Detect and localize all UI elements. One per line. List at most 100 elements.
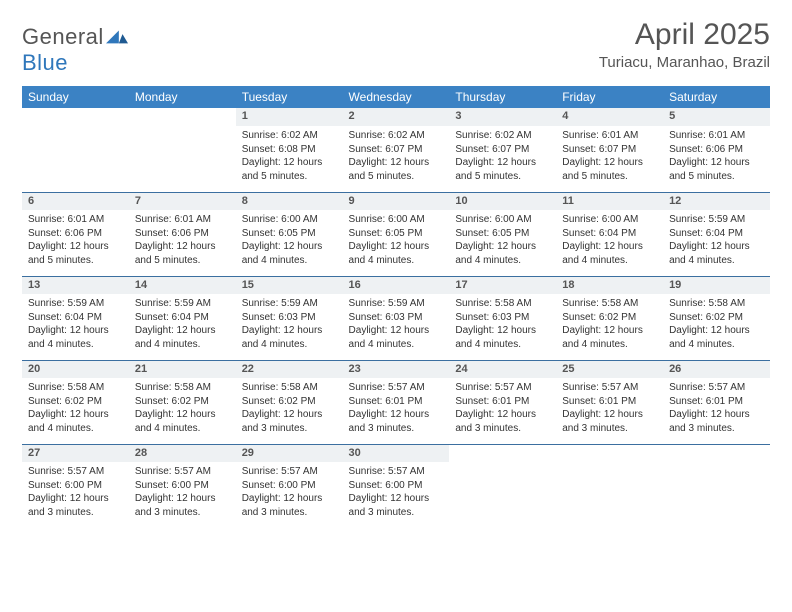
daylight-line: Daylight: 12 hours and 3 minutes. bbox=[562, 408, 657, 435]
daylight-line: Daylight: 12 hours and 3 minutes. bbox=[349, 492, 444, 519]
sunset-label: Sunset: bbox=[242, 312, 276, 323]
sunset-value: 6:06 PM bbox=[706, 144, 743, 155]
day-number: 29 bbox=[236, 444, 343, 462]
daylight-line: Daylight: 12 hours and 4 minutes. bbox=[242, 324, 337, 351]
daylight-line: Daylight: 12 hours and 4 minutes. bbox=[562, 324, 657, 351]
sunrise-label: Sunrise: bbox=[349, 466, 386, 477]
day-number: 12 bbox=[663, 192, 770, 210]
sunrise-value: 5:59 AM bbox=[281, 298, 318, 309]
sunrise-label: Sunrise: bbox=[349, 130, 386, 141]
sunset-label: Sunset: bbox=[349, 396, 383, 407]
day-cell: Sunrise: 5:58 AMSunset: 6:02 PMDaylight:… bbox=[236, 378, 343, 444]
day-cell: Sunrise: 5:57 AMSunset: 6:01 PMDaylight:… bbox=[343, 378, 450, 444]
title-block: April 2025 Turiacu, Maranhao, Brazil bbox=[599, 18, 770, 71]
day-cell: Sunrise: 5:58 AMSunset: 6:02 PMDaylight:… bbox=[663, 294, 770, 360]
daylight-line: Daylight: 12 hours and 4 minutes. bbox=[669, 240, 764, 267]
weekday-header-row: SundayMondayTuesdayWednesdayThursdayFrid… bbox=[22, 86, 770, 108]
daylight-line: Daylight: 12 hours and 3 minutes. bbox=[242, 408, 337, 435]
day-number: 11 bbox=[556, 192, 663, 210]
daylight-label: Daylight: bbox=[562, 241, 601, 252]
daylight-line: Daylight: 12 hours and 4 minutes. bbox=[562, 240, 657, 267]
sunset-label: Sunset: bbox=[455, 312, 489, 323]
day-cell: Sunrise: 5:59 AMSunset: 6:04 PMDaylight:… bbox=[663, 210, 770, 276]
daylight-line: Daylight: 12 hours and 4 minutes. bbox=[135, 324, 230, 351]
day-cell: Sunrise: 6:01 AMSunset: 6:06 PMDaylight:… bbox=[22, 210, 129, 276]
weekday-header: Thursday bbox=[449, 86, 556, 108]
sunset-line: Sunset: 6:05 PM bbox=[349, 227, 444, 241]
daylight-label: Daylight: bbox=[242, 493, 281, 504]
sunrise-label: Sunrise: bbox=[455, 382, 492, 393]
sunrise-line: Sunrise: 6:02 AM bbox=[455, 129, 550, 143]
sunrise-line: Sunrise: 5:58 AM bbox=[28, 381, 123, 395]
sunset-value: 6:06 PM bbox=[172, 228, 209, 239]
daylight-line: Daylight: 12 hours and 4 minutes. bbox=[669, 324, 764, 351]
sunset-value: 6:04 PM bbox=[172, 312, 209, 323]
sunset-line: Sunset: 6:07 PM bbox=[349, 143, 444, 157]
day-number: 10 bbox=[449, 192, 556, 210]
sunrise-line: Sunrise: 5:58 AM bbox=[455, 297, 550, 311]
sunset-line: Sunset: 6:04 PM bbox=[669, 227, 764, 241]
sunset-value: 6:04 PM bbox=[599, 228, 636, 239]
sunset-label: Sunset: bbox=[28, 396, 62, 407]
sunrise-line: Sunrise: 5:58 AM bbox=[669, 297, 764, 311]
sunrise-value: 5:58 AM bbox=[67, 382, 104, 393]
sunrise-line: Sunrise: 6:01 AM bbox=[669, 129, 764, 143]
sunrise-value: 6:02 AM bbox=[388, 130, 425, 141]
sunrise-line: Sunrise: 6:01 AM bbox=[28, 213, 123, 227]
sunset-label: Sunset: bbox=[455, 396, 489, 407]
day-number: 5 bbox=[663, 108, 770, 126]
sunrise-value: 6:02 AM bbox=[495, 130, 532, 141]
day-cell: Sunrise: 5:57 AMSunset: 6:00 PMDaylight:… bbox=[129, 462, 236, 528]
day-number: 30 bbox=[343, 444, 450, 462]
sunset-value: 6:03 PM bbox=[492, 312, 529, 323]
sunrise-label: Sunrise: bbox=[349, 382, 386, 393]
daylight-label: Daylight: bbox=[349, 493, 388, 504]
daylight-line: Daylight: 12 hours and 3 minutes. bbox=[349, 408, 444, 435]
day-cell: Sunrise: 6:00 AMSunset: 6:04 PMDaylight:… bbox=[556, 210, 663, 276]
daylight-line: Daylight: 12 hours and 5 minutes. bbox=[562, 156, 657, 183]
daynum-row: 20212223242526 bbox=[22, 360, 770, 378]
sunset-value: 6:02 PM bbox=[65, 396, 102, 407]
day-number: 26 bbox=[663, 360, 770, 378]
empty-day-number bbox=[129, 108, 236, 126]
sunset-label: Sunset: bbox=[28, 312, 62, 323]
daylight-label: Daylight: bbox=[242, 157, 281, 168]
sunset-value: 6:01 PM bbox=[706, 396, 743, 407]
day-cell: Sunrise: 5:59 AMSunset: 6:04 PMDaylight:… bbox=[22, 294, 129, 360]
day-cell: Sunrise: 5:58 AMSunset: 6:03 PMDaylight:… bbox=[449, 294, 556, 360]
empty-day-cell bbox=[22, 126, 129, 192]
sunset-value: 6:05 PM bbox=[385, 228, 422, 239]
sunset-line: Sunset: 6:02 PM bbox=[562, 311, 657, 325]
sunset-label: Sunset: bbox=[562, 396, 596, 407]
sunset-value: 6:02 PM bbox=[599, 312, 636, 323]
sunset-line: Sunset: 6:00 PM bbox=[349, 479, 444, 493]
weekday-header: Saturday bbox=[663, 86, 770, 108]
daylight-line: Daylight: 12 hours and 5 minutes. bbox=[349, 156, 444, 183]
sunrise-label: Sunrise: bbox=[455, 130, 492, 141]
sunset-value: 6:00 PM bbox=[172, 480, 209, 491]
sunrise-value: 5:57 AM bbox=[281, 466, 318, 477]
empty-day-cell bbox=[129, 126, 236, 192]
sunset-label: Sunset: bbox=[135, 480, 169, 491]
empty-day-number bbox=[449, 444, 556, 462]
day-cell: Sunrise: 6:00 AMSunset: 6:05 PMDaylight:… bbox=[236, 210, 343, 276]
sunrise-label: Sunrise: bbox=[669, 214, 706, 225]
daylight-label: Daylight: bbox=[562, 325, 601, 336]
sunrise-line: Sunrise: 5:59 AM bbox=[135, 297, 230, 311]
sunset-line: Sunset: 6:05 PM bbox=[242, 227, 337, 241]
daylight-line: Daylight: 12 hours and 4 minutes. bbox=[28, 324, 123, 351]
day-cell: Sunrise: 6:02 AM Sunset: 6:07 PMDaylight:… bbox=[343, 126, 450, 192]
sunset-label: Sunset: bbox=[669, 228, 703, 239]
sunset-label: Sunset: bbox=[349, 312, 383, 323]
sunrise-line: Sunrise: 6:02 AM bbox=[242, 129, 337, 143]
sunset-value: 6:03 PM bbox=[278, 312, 315, 323]
day-cell: Sunrise: 6:00 AMSunset: 6:05 PMDaylight:… bbox=[343, 210, 450, 276]
sunset-label: Sunset: bbox=[562, 228, 596, 239]
sunrise-label: Sunrise: bbox=[28, 298, 65, 309]
sunset-line: Sunset: 6:03 PM bbox=[349, 311, 444, 325]
daylight-line: Daylight: 12 hours and 5 minutes. bbox=[28, 240, 123, 267]
daylight-label: Daylight: bbox=[349, 325, 388, 336]
day-number: 24 bbox=[449, 360, 556, 378]
sunrise-line: Sunrise: 5:58 AM bbox=[135, 381, 230, 395]
daylight-line: Daylight: 12 hours and 3 minutes. bbox=[669, 408, 764, 435]
